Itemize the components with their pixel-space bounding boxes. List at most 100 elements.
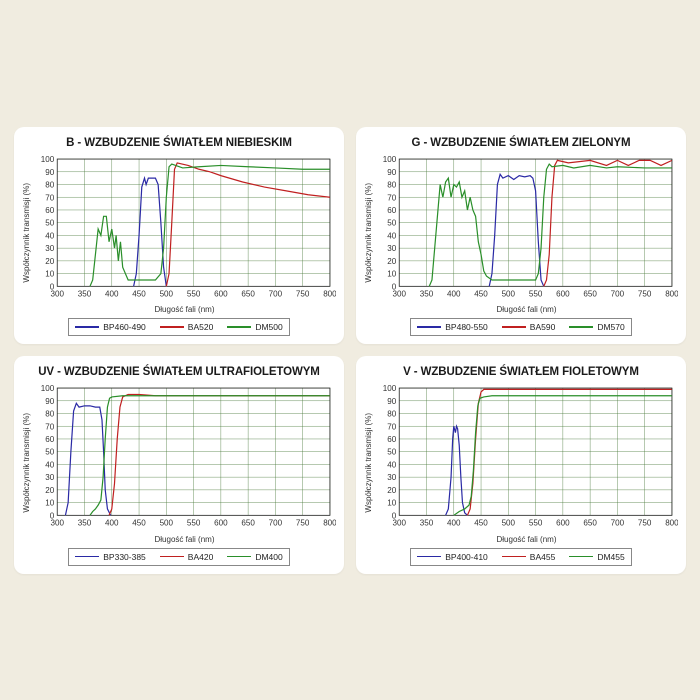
svg-text:100: 100 [41,384,55,393]
series-DM500 [90,164,330,286]
svg-text:50: 50 [387,218,396,227]
legend-swatch [160,556,184,557]
legend-label: BA455 [530,552,556,562]
legend-label: DM400 [255,552,282,562]
svg-text:50: 50 [45,448,54,457]
x-axis-label: Długość fali (nm) [33,535,336,544]
panel-title: V - WZBUDZENIE ŚWIATŁEM FIOLETOWYM [364,366,678,378]
series-BP400-410 [446,426,468,515]
svg-text:700: 700 [269,518,283,527]
y-axis-label: Współczynnik transmisji (%) [364,413,373,513]
svg-text:450: 450 [132,518,146,527]
legend-swatch [569,326,593,327]
svg-text:80: 80 [387,410,396,419]
svg-text:550: 550 [529,518,543,527]
svg-text:800: 800 [665,518,678,527]
plot-area: 3003504004505005506006507007508000102030… [375,153,678,315]
svg-text:30: 30 [45,244,54,253]
legend-label: BA590 [530,322,556,332]
legend-label: DM500 [255,322,282,332]
legend-label: BP400-410 [445,552,488,562]
svg-text:350: 350 [78,518,92,527]
legend-swatch [417,326,441,327]
legend-item: DM400 [227,552,282,562]
svg-text:400: 400 [447,518,461,527]
svg-text:90: 90 [45,397,54,406]
svg-text:90: 90 [387,397,396,406]
svg-text:600: 600 [214,289,228,298]
svg-text:40: 40 [45,460,54,469]
series-BA420 [109,394,330,515]
chart-plot: 3003504004505005506006507007508000102030… [33,153,336,305]
legend-swatch [227,556,251,557]
plot-area: 3003504004505005506006507007508000102030… [33,382,336,544]
x-axis-label: Długość fali (nm) [375,305,678,314]
legend-item: BA420 [160,552,214,562]
svg-text:600: 600 [556,289,570,298]
svg-text:100: 100 [41,155,55,164]
chart-wrap: Współczynnik transmisji (%) 300350400450… [22,153,336,315]
svg-text:20: 20 [45,486,54,495]
svg-text:750: 750 [638,518,652,527]
legend: BP480-550 BA590 DM570 [410,318,631,336]
svg-text:20: 20 [387,486,396,495]
legend-item: BP460-490 [75,322,146,332]
legend-swatch [569,556,593,557]
legend-swatch [160,326,184,327]
svg-text:0: 0 [392,282,397,291]
svg-text:70: 70 [45,193,54,202]
svg-text:10: 10 [45,499,54,508]
y-axis-label: Współczynnik transmisji (%) [22,413,31,513]
svg-text:50: 50 [45,218,54,227]
legend-item: BA590 [502,322,556,332]
svg-text:700: 700 [269,289,283,298]
svg-text:600: 600 [556,518,570,527]
svg-text:40: 40 [387,231,396,240]
panel-title: UV - WZBUDZENIE ŚWIATŁEM ULTRAFIOLETOWYM [22,366,336,378]
legend-item: BP330-385 [75,552,146,562]
panel-title: G - WZBUDZENIE ŚWIATŁEM ZIELONYM [364,137,678,149]
svg-text:750: 750 [638,289,652,298]
chart-panel-UV: UV - WZBUDZENIE ŚWIATŁEM ULTRAFIOLETOWYM… [14,356,344,574]
chart-plot: 3003504004505005506006507007508000102030… [375,382,678,534]
svg-text:10: 10 [387,269,396,278]
legend: BP330-385 BA420 DM400 [68,548,289,566]
svg-text:350: 350 [78,289,92,298]
legend-label: BA520 [188,322,214,332]
legend-label: BP330-385 [103,552,146,562]
svg-text:70: 70 [45,422,54,431]
svg-text:80: 80 [45,410,54,419]
svg-text:750: 750 [296,518,310,527]
svg-text:30: 30 [387,244,396,253]
svg-text:650: 650 [241,518,255,527]
svg-text:60: 60 [45,435,54,444]
chart-plot: 3003504004505005506006507007508000102030… [375,153,678,305]
svg-text:70: 70 [387,193,396,202]
x-axis-label: Długość fali (nm) [375,535,678,544]
svg-text:10: 10 [45,269,54,278]
svg-text:650: 650 [583,518,597,527]
legend: BP460-490 BA520 DM500 [68,318,289,336]
legend-item: DM500 [227,322,282,332]
legend-item: BP480-550 [417,322,488,332]
svg-text:500: 500 [160,518,174,527]
legend-item: BA520 [160,322,214,332]
svg-text:400: 400 [105,289,119,298]
legend-item: BP400-410 [417,552,488,562]
svg-text:500: 500 [160,289,174,298]
svg-text:650: 650 [583,289,597,298]
legend-label: DM570 [597,322,624,332]
panel-title: B - WZBUDZENIE ŚWIATŁEM NIEBIESKIM [22,137,336,149]
svg-text:10: 10 [387,499,396,508]
legend-item: DM570 [569,322,624,332]
svg-text:60: 60 [387,205,396,214]
svg-text:90: 90 [45,167,54,176]
legend-item: DM455 [569,552,624,562]
svg-text:600: 600 [214,518,228,527]
svg-text:80: 80 [45,180,54,189]
legend-label: BP480-550 [445,322,488,332]
x-axis-label: Długość fali (nm) [33,305,336,314]
chart-wrap: Współczynnik transmisji (%) 300350400450… [364,382,678,544]
svg-text:40: 40 [387,460,396,469]
svg-text:450: 450 [474,518,488,527]
